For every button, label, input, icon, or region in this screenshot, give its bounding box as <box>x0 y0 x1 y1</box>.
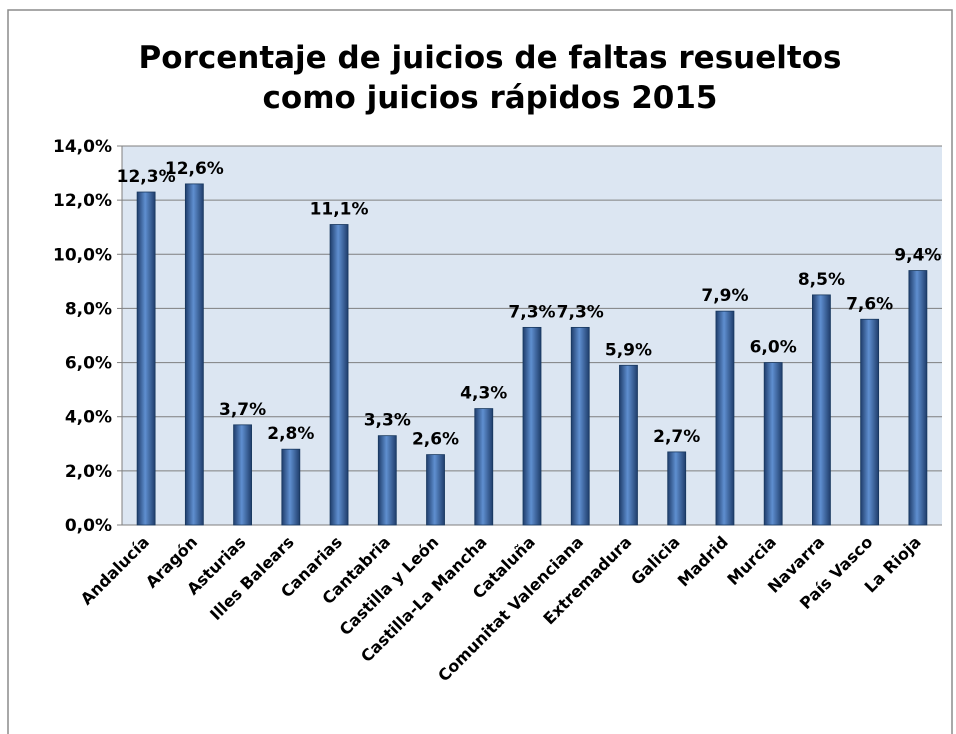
y-tick-label: 10,0% <box>53 245 112 265</box>
bar <box>763 362 783 526</box>
y-tick-label: 8,0% <box>65 299 112 319</box>
y-tick-label: 4,0% <box>65 408 112 428</box>
bar <box>474 408 494 526</box>
data-label: 2,6% <box>412 430 459 450</box>
bar <box>184 183 204 526</box>
bar <box>233 424 252 526</box>
y-tick-label: 6,0% <box>65 354 112 374</box>
data-label: 7,3% <box>508 302 555 322</box>
data-label: 4,3% <box>460 384 507 404</box>
data-label: 8,5% <box>798 270 845 290</box>
data-label: 9,4% <box>894 246 941 266</box>
bar <box>570 326 590 526</box>
bar <box>860 318 880 526</box>
y-tick-label: 0,0% <box>65 516 112 536</box>
bar <box>377 435 397 526</box>
data-label: 3,7% <box>219 400 266 420</box>
data-label: 5,9% <box>605 340 652 360</box>
y-tick-label: 14,0% <box>53 137 112 157</box>
data-label: 7,6% <box>846 294 893 314</box>
bar <box>281 448 301 526</box>
y-tick-label: 12,0% <box>53 191 112 211</box>
data-label: 12,6% <box>165 159 224 179</box>
data-label: 11,1% <box>310 200 369 220</box>
data-label: 2,7% <box>653 427 700 447</box>
data-label: 2,8% <box>267 424 314 444</box>
y-tick-label: 2,0% <box>65 462 112 482</box>
chart-title: como juicios rápidos 2015 <box>263 80 718 116</box>
bar <box>715 310 735 526</box>
data-label: 7,3% <box>557 302 604 322</box>
data-label: 6,0% <box>750 338 797 358</box>
bar <box>426 454 445 526</box>
bar <box>136 191 156 526</box>
bar <box>667 451 687 526</box>
data-label: 12,3% <box>117 167 176 187</box>
bar <box>812 294 831 526</box>
data-label: 3,3% <box>364 411 411 431</box>
data-label: 7,9% <box>701 286 748 306</box>
chart-title: Porcentaje de juicios de faltas resuelto… <box>139 40 842 76</box>
bar <box>522 326 542 526</box>
bar <box>619 364 638 526</box>
bar <box>329 224 349 526</box>
bar <box>908 270 928 526</box>
